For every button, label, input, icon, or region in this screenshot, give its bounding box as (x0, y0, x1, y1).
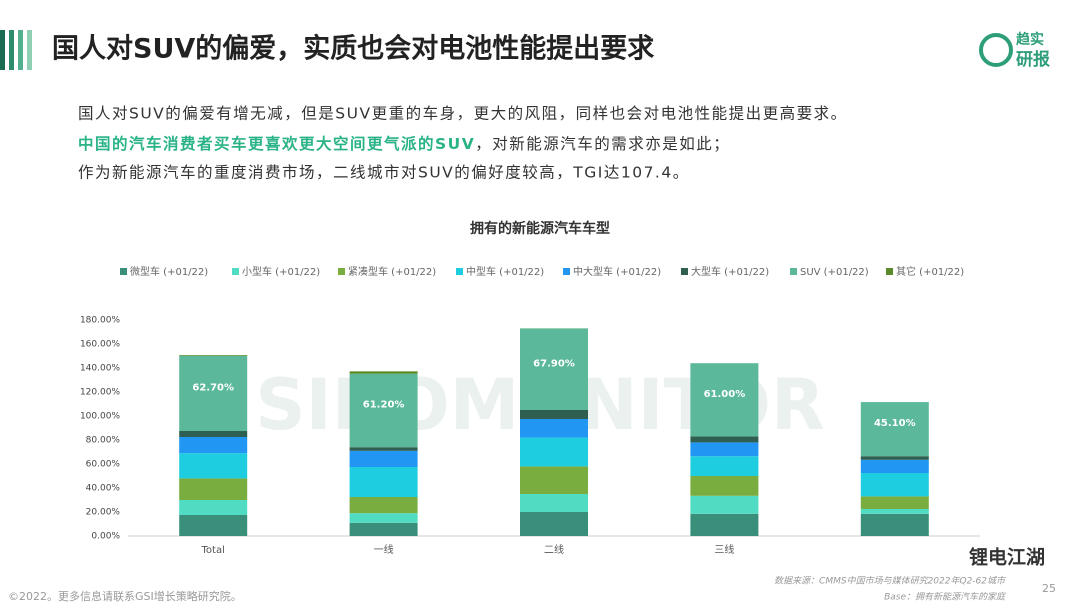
bar-segment (520, 466, 588, 494)
bar-segment (690, 495, 759, 514)
title-accent (18, 30, 23, 70)
bar-segment (690, 363, 759, 437)
logo-icon (979, 33, 1013, 67)
bar-segment (179, 431, 248, 437)
bar-segment (349, 467, 418, 497)
wechat-mark: 锂电江湖 (969, 546, 1045, 569)
paragraph-text: ，对新能源汽车的需求亦是如此； (475, 135, 730, 153)
bar-segment (349, 513, 418, 523)
bar-segment (520, 419, 588, 438)
base-note: Base：拥有新能源汽车的家庭 (884, 592, 1007, 603)
source: 数据来源：CMMS中国市场与媒体研究2022年Q2-62城市 (774, 576, 1007, 587)
data-label: 61.20% (363, 399, 405, 410)
legend-swatch (886, 268, 893, 275)
bar-segment (349, 522, 418, 536)
bar-segment (690, 513, 759, 536)
logo-text: 趋实 (1016, 31, 1044, 48)
bar-segment (860, 513, 929, 536)
page-number: 25 (1042, 582, 1056, 595)
bar-segment (860, 402, 929, 457)
y-tick-label: 20.00% (86, 508, 121, 518)
legend-swatch (790, 268, 797, 275)
bar-segment (690, 456, 759, 476)
bar-segment (860, 456, 929, 460)
legend-label: 中型车 (+01/22) (466, 265, 544, 278)
y-tick-label: 160.00% (80, 340, 120, 350)
legend-label: 大型车 (+01/22) (691, 265, 769, 278)
bar-segment (179, 478, 248, 500)
y-tick-label: 120.00% (80, 388, 120, 398)
copyright: ©2022。更多信息请联系GSI增长策略研究院。 (8, 589, 242, 603)
title-accent (9, 30, 14, 70)
x-tick-label: 二线 (544, 543, 564, 556)
bar-segment (179, 355, 248, 356)
chart-title: 拥有的新能源汽车车型 (470, 220, 610, 237)
legend-label: 其它 (+01/22) (896, 265, 964, 278)
paragraph: 中国的汽车消费者买车更喜欢更大空间更气派的SUV，对新能源汽车的需求亦是如此； (78, 134, 730, 153)
x-tick-label: Total (201, 545, 225, 556)
bar-segment (690, 476, 759, 496)
bar-segment (179, 500, 248, 515)
logo-text: 研报 (1016, 49, 1050, 70)
legend-label: 紧凑型车 (+01/22) (348, 265, 436, 278)
bar-segment (860, 496, 929, 509)
bar-segment (349, 497, 418, 514)
legend-swatch (563, 268, 570, 275)
y-tick-label: 100.00% (80, 412, 120, 422)
legend-swatch (681, 268, 688, 275)
data-label: 67.90% (533, 358, 575, 369)
legend-swatch (338, 268, 345, 275)
bar-segment (349, 371, 418, 374)
paragraph: 作为新能源汽车的重度消费市场，二线城市对SUV的偏好度较高，TGI达107.4。 (78, 164, 690, 182)
y-tick-label: 140.00% (80, 364, 120, 374)
data-label: 45.10% (874, 418, 916, 429)
y-tick-label: 80.00% (86, 436, 121, 446)
bar-segment (179, 453, 248, 479)
legend-label: 微型车 (+01/22) (130, 265, 208, 278)
bar-segment (520, 494, 588, 512)
y-tick-label: 40.00% (86, 484, 121, 494)
bar-segment (520, 512, 588, 536)
legend-label: 中大型车 (+01/22) (573, 265, 661, 278)
data-label: 62.70% (192, 382, 234, 393)
bar-segment (860, 473, 929, 497)
bar-segment (349, 373, 418, 448)
title-accent (27, 30, 32, 70)
legend-label: SUV (+01/22) (800, 267, 869, 278)
bar-segment (520, 437, 588, 467)
title-accent (0, 30, 5, 70)
x-tick-label: 三线 (714, 543, 734, 556)
highlight: 中国的汽车消费者买车更喜欢更大空间更气派的SUV (78, 134, 475, 153)
y-tick-label: 0.00% (91, 532, 120, 542)
bar-segment (690, 436, 759, 443)
slide-title: 国人对SUV的偏爱，实质也会对电池性能提出要求 (52, 33, 654, 65)
bar-segment (520, 328, 588, 410)
bar-segment (179, 355, 248, 431)
legend-swatch (120, 268, 127, 275)
legend-swatch (232, 268, 239, 275)
data-label: 61.00% (704, 389, 746, 400)
bar-segment (860, 459, 929, 473)
bar-segment (349, 450, 418, 467)
paragraph: 国人对SUV的偏爱有增无减，但是SUV更重的车身，更大的风阻，同样也会对电池性能… (78, 105, 848, 123)
bar-segment (349, 447, 418, 451)
legend-swatch (456, 268, 463, 275)
bar-segment (520, 410, 588, 419)
legend-label: 小型车 (+01/22) (242, 265, 320, 278)
x-tick-label: 一线 (374, 543, 394, 556)
y-tick-label: 180.00% (80, 316, 120, 326)
bar-segment (179, 437, 248, 454)
bar-segment (860, 509, 929, 514)
y-tick-label: 60.00% (86, 460, 121, 470)
bar-segment (179, 515, 248, 536)
bar-segment (690, 442, 759, 457)
